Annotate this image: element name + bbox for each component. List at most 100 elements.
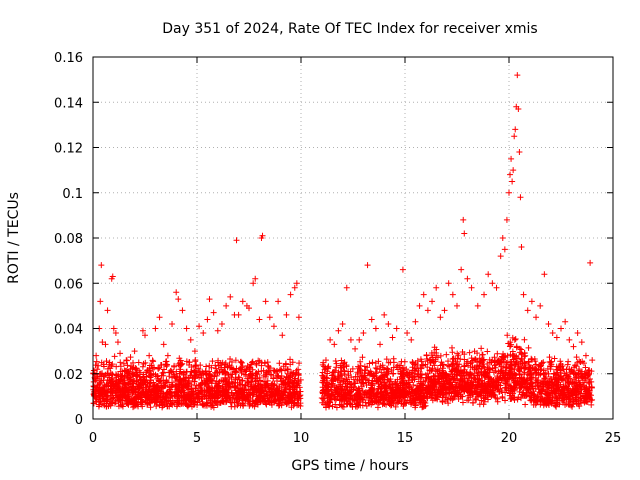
- data-point: [586, 375, 593, 382]
- data-point: [325, 383, 332, 390]
- data-point: [512, 379, 519, 386]
- data-point: [335, 327, 342, 334]
- data-point: [275, 390, 282, 397]
- data-point: [163, 397, 170, 404]
- data-point: [525, 344, 532, 351]
- y-tick-label: 0.02: [54, 368, 83, 383]
- data-point: [490, 391, 497, 398]
- data-point: [252, 370, 259, 377]
- data-point: [199, 387, 206, 394]
- data-point: [433, 352, 440, 359]
- data-point: [588, 397, 595, 404]
- data-point: [328, 380, 335, 387]
- data-point: [360, 330, 367, 337]
- data-point: [481, 291, 488, 298]
- data-point: [211, 373, 218, 380]
- data-point: [253, 360, 260, 367]
- data-point: [215, 362, 222, 369]
- data-point: [359, 379, 366, 386]
- data-point: [226, 375, 233, 382]
- data-point: [377, 341, 384, 348]
- data-point: [293, 280, 300, 287]
- data-point: [423, 352, 430, 359]
- data-point: [235, 385, 242, 392]
- data-point: [90, 367, 97, 374]
- data-point: [487, 375, 494, 382]
- data-point: [371, 373, 378, 380]
- data-point: [488, 393, 495, 400]
- data-point: [397, 386, 404, 393]
- data-point: [241, 387, 248, 394]
- data-point: [552, 393, 559, 400]
- data-point: [320, 395, 327, 402]
- data-point: [545, 370, 552, 377]
- data-point: [175, 400, 182, 407]
- data-point: [259, 232, 266, 239]
- x-tick-label: 0: [89, 431, 97, 446]
- data-point: [324, 398, 331, 405]
- data-point: [321, 401, 328, 408]
- data-point: [565, 373, 572, 380]
- data-point: [445, 280, 452, 287]
- data-point: [465, 383, 472, 390]
- data-point: [358, 373, 365, 380]
- data-point: [521, 350, 528, 357]
- data-point: [552, 400, 559, 407]
- data-point: [93, 352, 100, 359]
- data-point: [454, 302, 460, 309]
- data-point: [469, 391, 476, 398]
- data-point: [214, 401, 221, 408]
- data-point: [336, 397, 343, 404]
- data-point: [482, 383, 489, 390]
- data-point: [117, 359, 124, 366]
- grid-lines: [93, 57, 613, 419]
- data-point: [118, 391, 125, 398]
- data-point: [574, 400, 581, 407]
- data-point: [98, 262, 105, 269]
- data-point: [293, 367, 300, 374]
- data-point: [533, 399, 540, 406]
- data-point: [432, 387, 439, 394]
- data-point: [515, 106, 522, 113]
- data-point: [221, 388, 228, 395]
- data-point: [485, 271, 492, 278]
- data-point: [192, 356, 199, 363]
- data-point: [408, 336, 415, 343]
- data-point: [296, 360, 303, 367]
- data-point: [113, 395, 120, 402]
- data-point: [358, 383, 365, 390]
- data-point: [572, 379, 579, 386]
- data-point: [252, 275, 259, 282]
- data-point: [146, 384, 153, 391]
- data-point: [276, 387, 283, 394]
- data-point: [384, 376, 391, 383]
- data-point: [177, 357, 184, 364]
- data-point: [445, 400, 452, 407]
- data-point: [405, 377, 412, 384]
- data-point: [364, 262, 371, 269]
- data-point: [449, 388, 456, 395]
- data-point: [442, 370, 449, 377]
- data-point: [381, 311, 388, 318]
- data-point: [433, 395, 440, 402]
- data-point: [232, 376, 239, 383]
- data-point: [256, 358, 263, 365]
- y-tick-label: 0.04: [54, 323, 83, 338]
- data-point: [395, 382, 402, 389]
- data-point: [295, 314, 302, 321]
- data-point: [333, 404, 340, 411]
- x-tick-label: 5: [193, 431, 201, 446]
- data-point: [533, 370, 540, 377]
- data-point: [187, 336, 194, 343]
- data-point: [164, 352, 171, 359]
- data-point: [278, 381, 285, 388]
- data-point: [116, 387, 123, 394]
- x-tick-label: 15: [397, 431, 414, 446]
- data-point: [331, 375, 338, 382]
- data-point: [347, 336, 354, 343]
- data-point: [484, 371, 491, 378]
- chart-title: Day 351 of 2024, Rate Of TEC Index for r…: [162, 21, 537, 37]
- data-point: [149, 365, 156, 372]
- data-point: [396, 364, 403, 371]
- data-point: [357, 393, 364, 400]
